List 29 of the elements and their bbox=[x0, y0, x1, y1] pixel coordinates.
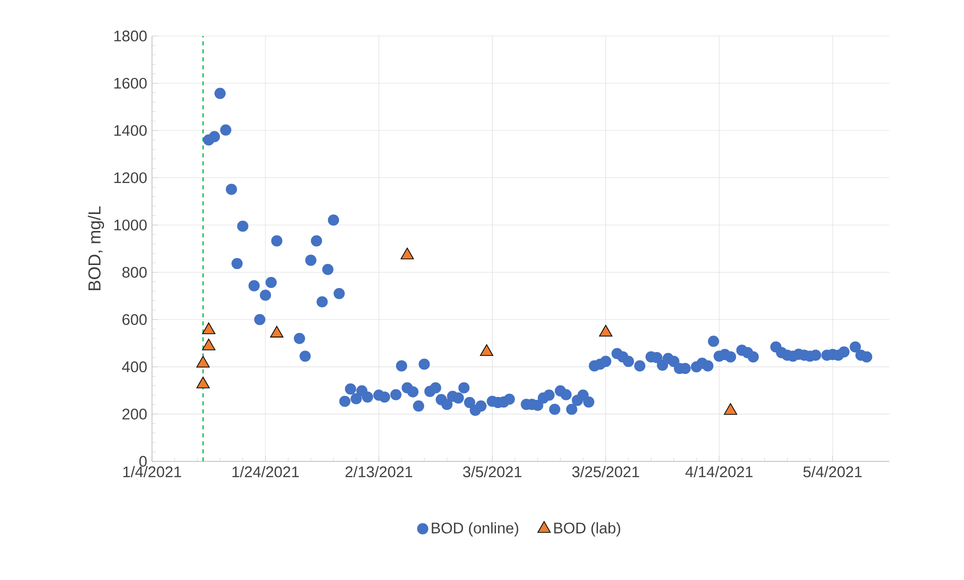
x-tick-label: 1/24/2021 bbox=[232, 466, 299, 478]
point bbox=[400, 248, 414, 260]
y-tick-label: 800 bbox=[122, 266, 147, 278]
point bbox=[599, 324, 612, 337]
point bbox=[724, 403, 738, 415]
y-tick-label: 1200 bbox=[114, 172, 147, 184]
y-tick-label: 0 bbox=[139, 456, 147, 467]
point bbox=[196, 356, 210, 368]
x-tick-label: 1/4/2021 bbox=[123, 466, 182, 478]
x-tick-label: 5/4/2021 bbox=[803, 466, 862, 478]
y-tick-label: 1600 bbox=[114, 78, 147, 89]
point bbox=[202, 338, 216, 350]
y-axis-title: BOD, mg/L bbox=[88, 206, 104, 290]
legend-label: BOD (lab) bbox=[554, 522, 620, 537]
y-tick-label: 600 bbox=[122, 314, 147, 325]
x-tick-label: 3/5/2021 bbox=[463, 466, 522, 478]
x-tick-label: 4/14/2021 bbox=[685, 466, 753, 478]
y-tick-label: 200 bbox=[122, 408, 147, 420]
y-tick-label: 1000 bbox=[114, 220, 147, 230]
x-tick-label: 3/25/2021 bbox=[572, 466, 640, 478]
legend-label: BOD (online) bbox=[432, 522, 518, 537]
point bbox=[202, 322, 216, 334]
point bbox=[270, 326, 284, 338]
x-tick-label: 2/13/2021 bbox=[346, 466, 412, 478]
point bbox=[480, 344, 494, 356]
y-tick-label: 400 bbox=[122, 361, 147, 372]
y-tick-label: 1400 bbox=[114, 125, 147, 136]
point bbox=[196, 376, 210, 388]
y-tick-label: 1800 bbox=[114, 30, 147, 42]
